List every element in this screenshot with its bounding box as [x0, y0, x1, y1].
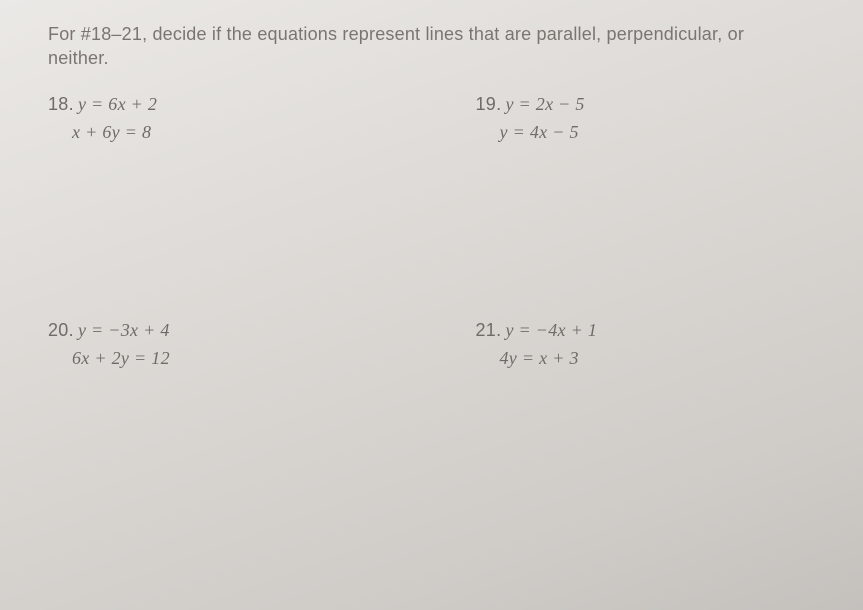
problem-18-number: 18. [48, 94, 74, 114]
problem-19: 19.y = 2x − 5 y = 4x − 5 [476, 89, 824, 145]
worksheet-page: For #18–21, decide if the equations repr… [0, 0, 863, 610]
instructions-line2: neither. [48, 48, 109, 68]
problem-20-number: 20. [48, 320, 74, 340]
problem-20-eq2: 6x + 2y = 12 [48, 345, 396, 371]
problem-18-eq2: x + 6y = 8 [48, 119, 396, 145]
problem-19-line1: 19.y = 2x − 5 [476, 91, 824, 117]
problem-21-eq1: y = −4x + 1 [505, 320, 597, 340]
problem-21: 21.y = −4x + 1 4y = x + 3 [476, 315, 824, 371]
problem-21-line1: 21.y = −4x + 1 [476, 317, 824, 343]
problem-19-number: 19. [476, 94, 502, 114]
problems-grid: 18.y = 6x + 2 x + 6y = 8 19.y = 2x − 5 y… [48, 89, 823, 371]
problem-21-eq2: 4y = x + 3 [476, 345, 824, 371]
problem-19-eq1: y = 2x − 5 [505, 94, 584, 114]
problem-20: 20.y = −3x + 4 6x + 2y = 12 [48, 315, 396, 371]
problem-18: 18.y = 6x + 2 x + 6y = 8 [48, 89, 396, 145]
instructions-line1: For #18–21, decide if the equations repr… [48, 24, 744, 44]
problem-21-number: 21. [476, 320, 502, 340]
problem-20-line1: 20.y = −3x + 4 [48, 317, 396, 343]
problem-20-eq1: y = −3x + 4 [78, 320, 170, 340]
instructions: For #18–21, decide if the equations repr… [48, 22, 823, 71]
problem-19-eq2: y = 4x − 5 [476, 119, 824, 145]
problem-18-line1: 18.y = 6x + 2 [48, 91, 396, 117]
problem-18-eq1: y = 6x + 2 [78, 94, 157, 114]
